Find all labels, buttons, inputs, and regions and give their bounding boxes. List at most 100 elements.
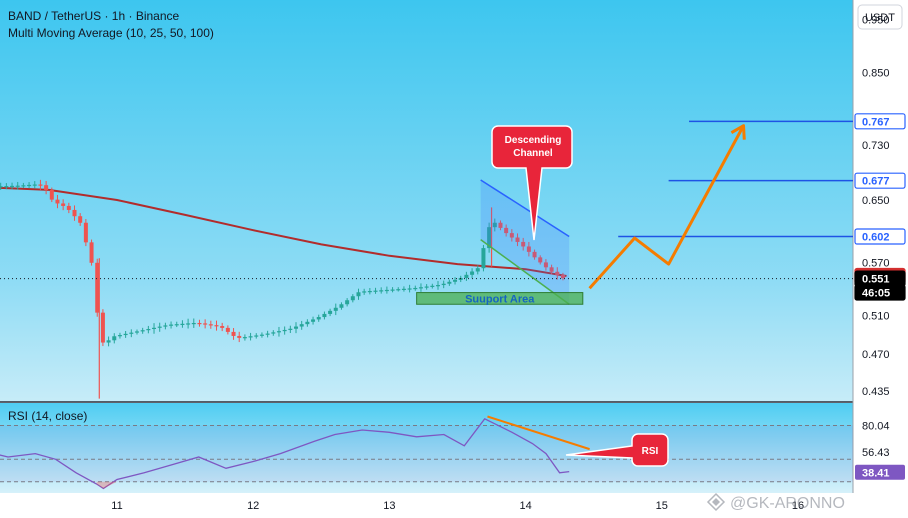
watermark: @GK-ARONNO xyxy=(706,492,845,512)
candle xyxy=(32,181,37,189)
candle xyxy=(242,334,247,341)
rsi-current-badge: 38.41 xyxy=(862,467,890,479)
price-badge: 0.677 xyxy=(854,172,906,189)
candle xyxy=(532,249,537,260)
rsi-level-label: 80.04 xyxy=(862,420,890,432)
rsi-title: RSI (14, close) xyxy=(8,409,87,423)
candle xyxy=(464,271,469,281)
time-axis-ticks: 11 12 13 14 15 16 xyxy=(111,500,804,512)
price-tick-label: 0.730 xyxy=(862,140,890,152)
candle xyxy=(146,325,151,334)
candle xyxy=(492,218,497,232)
rsi-level: 80.04 xyxy=(862,420,890,432)
candle xyxy=(163,322,168,330)
candle xyxy=(549,264,554,275)
candle xyxy=(225,325,230,335)
projection-path[interactable] xyxy=(588,124,746,290)
candle xyxy=(441,280,446,289)
candle xyxy=(526,241,531,257)
candle xyxy=(453,277,458,285)
candle xyxy=(379,287,384,294)
time-tick-label: 15 xyxy=(656,500,668,512)
candle xyxy=(475,265,480,275)
candle xyxy=(504,224,509,237)
candle xyxy=(418,283,423,292)
support-area[interactable]: Suuport Area xyxy=(416,292,584,306)
channel-fill xyxy=(480,180,570,305)
candle xyxy=(390,287,395,293)
currency-button[interactable]: USDT xyxy=(857,4,903,30)
candle xyxy=(152,323,157,334)
moving-average-layer xyxy=(0,186,567,277)
candle xyxy=(299,320,304,330)
candle xyxy=(44,180,49,195)
price-badge-label: 0.767 xyxy=(862,116,890,128)
projection-line[interactable] xyxy=(588,124,745,290)
candle xyxy=(560,272,565,281)
price-badge-label: 46:05 xyxy=(862,288,890,300)
candle xyxy=(515,233,520,247)
rsi-level: 38.41 xyxy=(855,464,905,480)
candle xyxy=(66,202,71,214)
candle xyxy=(407,284,412,293)
candle xyxy=(55,194,60,209)
candle xyxy=(396,287,401,292)
candle xyxy=(521,237,526,251)
time-tick-label: 16 xyxy=(792,500,804,512)
channel-upper-line[interactable] xyxy=(480,179,570,238)
time-tick-label: 11 xyxy=(111,500,122,512)
rsi-trendline-line[interactable] xyxy=(487,415,590,451)
time-tick-label: 13 xyxy=(383,500,395,512)
candle xyxy=(424,284,429,290)
candle xyxy=(436,281,441,290)
candle xyxy=(254,333,259,339)
descending-channel-callout[interactable]: Descending Channel xyxy=(491,125,573,241)
candle xyxy=(367,288,372,295)
candle xyxy=(140,327,145,334)
candle xyxy=(356,288,361,300)
candle xyxy=(95,258,100,317)
price-badge-label: 0.677 xyxy=(862,176,890,188)
rsi-line xyxy=(0,417,570,490)
price-badge-label: 0.551 xyxy=(862,274,890,286)
price-tick-label: 0.435 xyxy=(862,386,890,398)
candle xyxy=(555,267,560,280)
candle xyxy=(481,244,486,272)
candle xyxy=(89,239,94,266)
candle xyxy=(384,286,389,294)
projection-arrowhead-icon xyxy=(730,124,746,140)
candle xyxy=(180,320,185,328)
candle xyxy=(322,311,327,320)
candle xyxy=(123,330,128,338)
rsi-panel-bg xyxy=(0,403,853,493)
price-tick-label: 0.950 xyxy=(862,15,890,27)
candle xyxy=(487,222,492,253)
candle xyxy=(78,213,83,226)
candle xyxy=(15,181,20,190)
candle xyxy=(248,332,253,341)
candle xyxy=(191,318,196,328)
candle xyxy=(220,322,225,332)
price-badge: 0.551 xyxy=(854,270,906,287)
rsi-callout[interactable]: RSI xyxy=(565,433,669,467)
price-tick-label: 0.650 xyxy=(862,195,890,207)
price-tick-label: 0.850 xyxy=(862,67,890,79)
candle xyxy=(49,187,54,203)
rsi-trendline[interactable] xyxy=(487,415,590,451)
candle xyxy=(21,182,26,189)
candle xyxy=(208,320,213,329)
support-area-box[interactable] xyxy=(416,292,584,305)
rsi-callout-label: RSI xyxy=(642,446,659,457)
rsi-axis-levels: 80.04 56.43 38.41 xyxy=(855,420,905,480)
target-lines[interactable] xyxy=(618,120,853,238)
candle xyxy=(339,302,344,310)
candle xyxy=(112,333,117,344)
candle xyxy=(401,286,406,292)
price-tick-label: 0.510 xyxy=(862,310,890,322)
candle xyxy=(282,326,287,335)
candle xyxy=(214,320,219,331)
rsi-layer xyxy=(0,417,853,490)
price-badge-label: 0.602 xyxy=(862,231,890,243)
descending-channel-label-line2: Channel xyxy=(513,148,553,159)
